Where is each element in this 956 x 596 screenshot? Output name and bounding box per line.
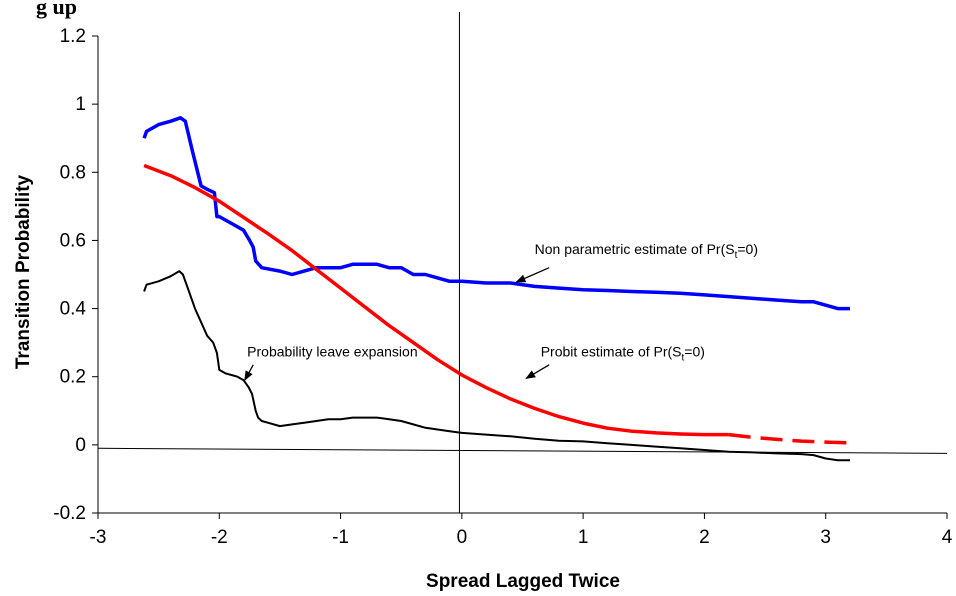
y-tick-label: 0 — [75, 435, 86, 456]
annotation-arrow — [515, 267, 550, 283]
x-tick-label: 4 — [942, 527, 953, 548]
y-tick-label: 1 — [75, 94, 86, 115]
leave-expansion-series-line — [143, 270, 850, 462]
title-fragment: g up — [36, 0, 77, 19]
y-axis-title: Transition Probability — [13, 174, 34, 369]
annotation-arrow — [244, 364, 254, 381]
probit-series-dashed-line — [728, 432, 851, 445]
y-tick-label: 1.2 — [60, 26, 86, 47]
annotation-label: Probability leave expansion — [247, 343, 417, 359]
y-tick-label: 0.6 — [60, 230, 86, 251]
x-tick-label: -1 — [332, 527, 349, 548]
y-tick-label: 0.4 — [60, 299, 87, 320]
y-tick-label: -0.2 — [53, 503, 86, 524]
x-tick-label: 0 — [457, 527, 468, 548]
zero-reference-line — [97, 447, 948, 454]
series-group — [142, 116, 851, 462]
x-tick-label: -3 — [90, 527, 107, 548]
x-tick-label: 3 — [820, 527, 831, 548]
y-axis-ticks: -0.2 0 0.2 0.4 0.6 0.8 1 1.2 — [53, 26, 98, 524]
x-axis-title: Spread Lagged Twice — [426, 571, 620, 592]
y-tick-label: 0.2 — [60, 367, 86, 388]
nonparametric-series-line — [142, 116, 850, 311]
probit-series-line — [143, 163, 729, 437]
y-tick-label: 0.8 — [60, 162, 86, 183]
x-tick-label: 1 — [578, 527, 589, 548]
annotation-arrow — [525, 364, 550, 379]
annotation-label: Non parametric estimate of Pr(St=0) — [535, 241, 758, 261]
x-tick-label: 2 — [699, 527, 710, 548]
annotations-group: Non parametric estimate of Pr(St=0) Probi… — [244, 241, 758, 381]
annotation-label: Probit estimate of Pr(St=0) — [541, 343, 705, 363]
x-tick-label: -2 — [211, 527, 228, 548]
x-axis-ticks: -3 -2 -1 0 1 2 3 4 — [90, 513, 953, 548]
